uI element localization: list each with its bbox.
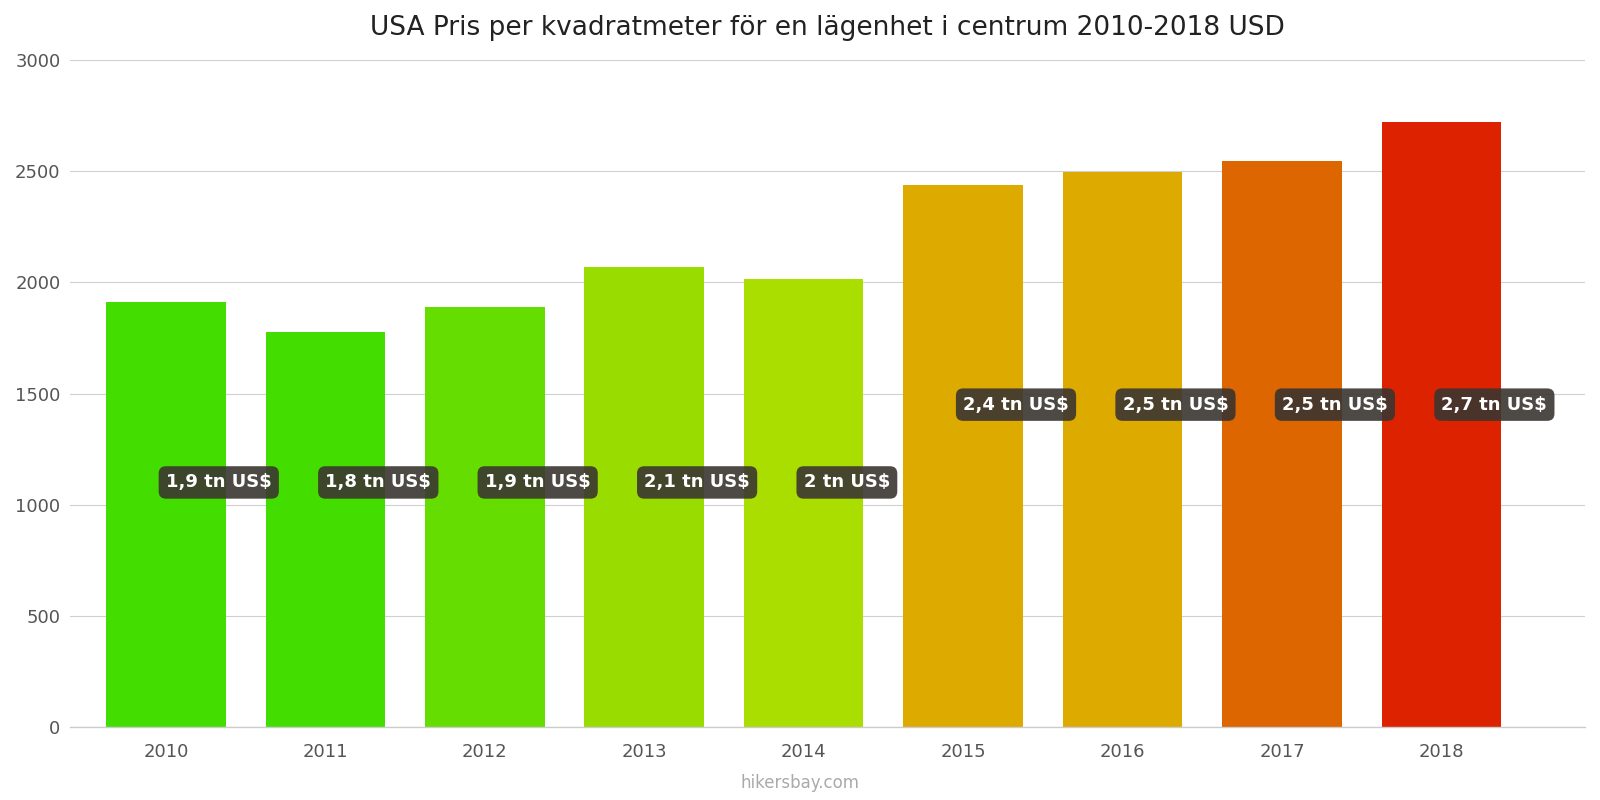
Bar <box>584 266 704 727</box>
Text: 2,5 tn US$: 2,5 tn US$ <box>1282 396 1387 414</box>
Bar <box>266 332 386 727</box>
Text: 2 tn US$: 2 tn US$ <box>803 474 890 491</box>
Text: 2,4 tn US$: 2,4 tn US$ <box>963 396 1069 414</box>
Text: 1,9 tn US$: 1,9 tn US$ <box>166 474 272 491</box>
Bar <box>1382 122 1501 727</box>
Bar <box>426 307 544 727</box>
Text: 1,9 tn US$: 1,9 tn US$ <box>485 474 590 491</box>
Text: hikersbay.com: hikersbay.com <box>741 774 859 792</box>
Text: 2,5 tn US$: 2,5 tn US$ <box>1123 396 1229 414</box>
Bar <box>1062 172 1182 727</box>
Text: 2,1 tn US$: 2,1 tn US$ <box>645 474 750 491</box>
Bar <box>1222 161 1342 727</box>
Bar <box>904 185 1022 727</box>
Title: USA Pris per kvadratmeter för en lägenhet i centrum 2010-2018 USD: USA Pris per kvadratmeter för en lägenhe… <box>370 15 1285 41</box>
Text: 1,8 tn US$: 1,8 tn US$ <box>325 474 432 491</box>
Bar <box>744 279 864 727</box>
Text: 2,7 tn US$: 2,7 tn US$ <box>1442 396 1547 414</box>
Bar <box>106 302 226 727</box>
